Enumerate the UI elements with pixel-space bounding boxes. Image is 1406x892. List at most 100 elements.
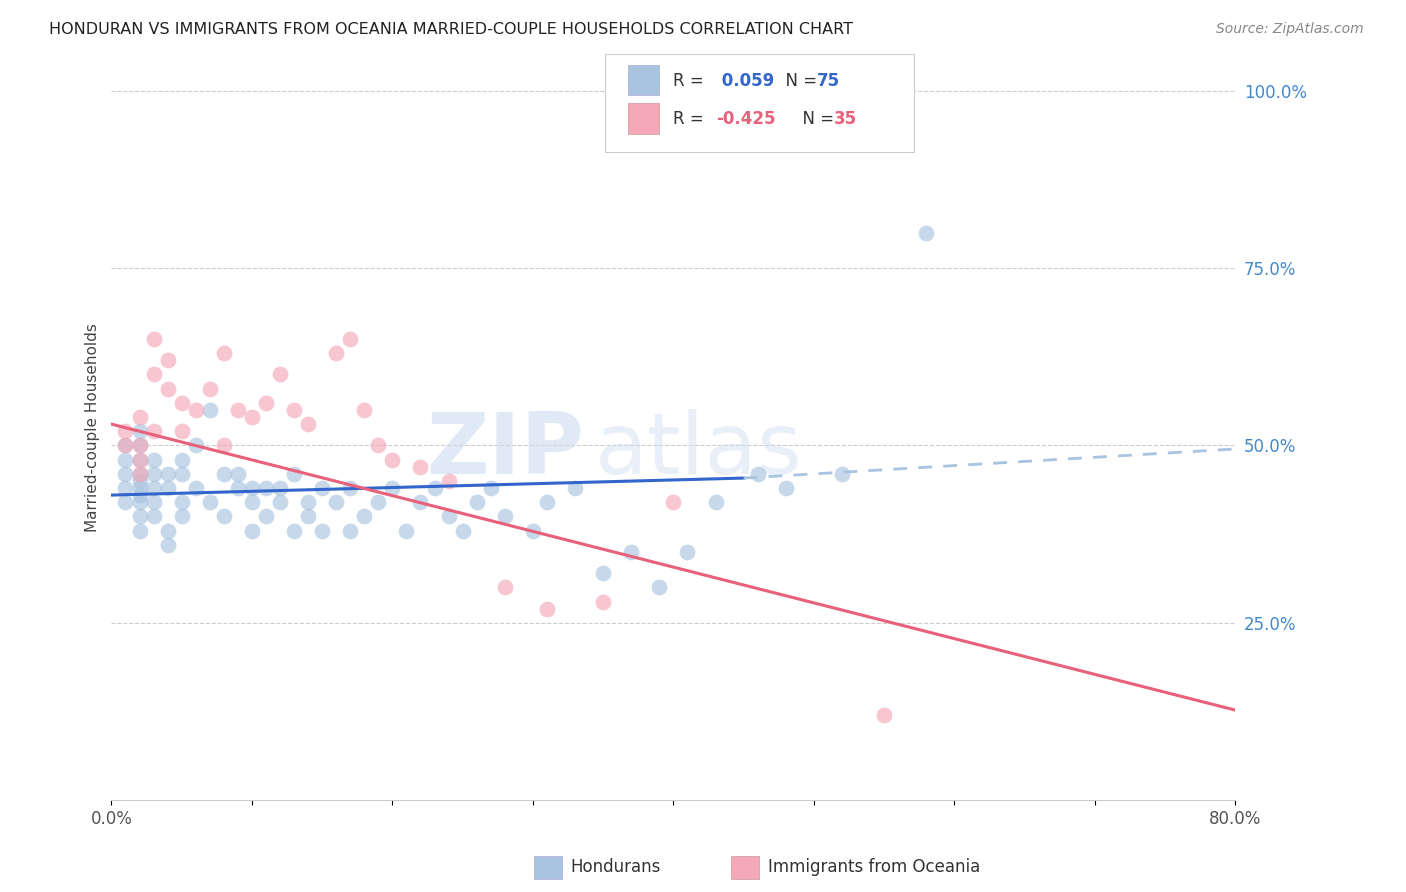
Text: N =: N =: [775, 72, 823, 90]
Point: [128, 509, 150, 524]
Point: [269, 495, 291, 509]
Point: [311, 481, 333, 495]
Text: 75: 75: [817, 72, 839, 90]
Point: [142, 509, 165, 524]
Point: [648, 580, 671, 594]
Point: [198, 403, 221, 417]
Point: [381, 452, 404, 467]
Point: [128, 467, 150, 481]
Point: [142, 495, 165, 509]
Point: [156, 382, 179, 396]
Point: [114, 495, 136, 509]
Point: [339, 481, 361, 495]
Point: [114, 481, 136, 495]
Point: [184, 438, 207, 452]
Text: R =: R =: [673, 72, 710, 90]
Point: [128, 452, 150, 467]
Point: [226, 467, 249, 481]
Point: [170, 509, 193, 524]
Point: [662, 495, 685, 509]
Point: [128, 438, 150, 452]
Text: R =: R =: [673, 110, 710, 128]
Point: [198, 382, 221, 396]
Point: [297, 495, 319, 509]
Point: [254, 396, 277, 410]
Text: atlas: atlas: [595, 409, 803, 491]
Point: [409, 459, 432, 474]
Text: HONDURAN VS IMMIGRANTS FROM OCEANIA MARRIED-COUPLE HOUSEHOLDS CORRELATION CHART: HONDURAN VS IMMIGRANTS FROM OCEANIA MARR…: [49, 22, 853, 37]
Point: [156, 353, 179, 368]
Point: [620, 545, 643, 559]
Point: [184, 403, 207, 417]
Point: [297, 417, 319, 431]
Point: [367, 438, 389, 452]
Point: [479, 481, 502, 495]
Point: [128, 481, 150, 495]
Point: [114, 424, 136, 438]
Point: [353, 403, 375, 417]
Point: [325, 346, 347, 360]
Point: [170, 396, 193, 410]
Point: [283, 403, 305, 417]
Text: 0.059: 0.059: [716, 72, 773, 90]
Point: [465, 495, 488, 509]
Point: [142, 467, 165, 481]
Point: [240, 481, 263, 495]
Point: [339, 332, 361, 346]
Point: [226, 403, 249, 417]
Point: [184, 481, 207, 495]
Point: [676, 545, 699, 559]
Point: [240, 524, 263, 538]
Point: [536, 601, 558, 615]
Point: [170, 495, 193, 509]
Point: [128, 488, 150, 502]
Point: [170, 452, 193, 467]
Text: Immigrants from Oceania: Immigrants from Oceania: [768, 858, 980, 876]
Point: [451, 524, 474, 538]
Text: N =: N =: [792, 110, 839, 128]
Point: [240, 410, 263, 425]
Point: [198, 495, 221, 509]
Point: [269, 368, 291, 382]
Text: ZIP: ZIP: [426, 409, 583, 491]
Point: [437, 474, 460, 488]
Point: [128, 467, 150, 481]
Point: [128, 424, 150, 438]
Point: [128, 410, 150, 425]
Point: [156, 467, 179, 481]
Point: [142, 481, 165, 495]
Point: [142, 452, 165, 467]
Point: [212, 467, 235, 481]
Point: [156, 481, 179, 495]
Point: [367, 495, 389, 509]
Point: [283, 524, 305, 538]
Point: [395, 524, 418, 538]
Point: [592, 594, 614, 608]
Point: [423, 481, 446, 495]
Point: [114, 467, 136, 481]
Text: 35: 35: [834, 110, 856, 128]
Point: [775, 481, 797, 495]
Text: -0.425: -0.425: [716, 110, 775, 128]
Point: [915, 226, 938, 240]
Point: [128, 495, 150, 509]
Y-axis label: Married-couple Households: Married-couple Households: [86, 323, 100, 533]
Point: [704, 495, 727, 509]
Point: [325, 495, 347, 509]
Point: [873, 708, 896, 723]
Point: [353, 509, 375, 524]
Point: [283, 467, 305, 481]
Point: [212, 346, 235, 360]
Point: [114, 452, 136, 467]
Point: [339, 524, 361, 538]
Point: [831, 467, 853, 481]
Point: [409, 495, 432, 509]
Point: [269, 481, 291, 495]
Point: [128, 524, 150, 538]
Point: [522, 524, 544, 538]
Point: [297, 509, 319, 524]
Point: [494, 509, 516, 524]
Point: [564, 481, 586, 495]
Point: [240, 495, 263, 509]
Point: [142, 424, 165, 438]
